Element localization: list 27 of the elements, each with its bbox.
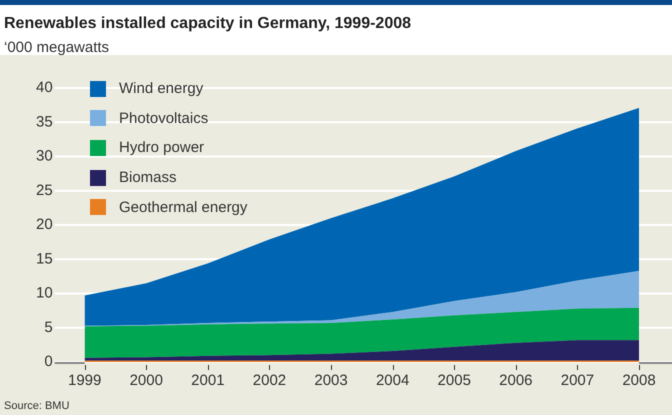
x-tick-label: 1999 (68, 372, 102, 390)
x-tick-label: 2006 (499, 372, 533, 390)
legend-label: Biomass (119, 169, 177, 186)
x-tick-label: 2000 (130, 372, 163, 390)
y-tick-label: 35 (36, 113, 53, 130)
chart-title: Renewables installed capacity in Germany, 1999-2008 (4, 15, 412, 33)
x-tick-label: 2007 (560, 372, 594, 390)
y-tick-label: 25 (36, 182, 53, 199)
y-tick-label: 15 (36, 250, 53, 268)
y-tick-label: 5 (44, 318, 53, 336)
x-tick-label: 2004 (376, 372, 410, 390)
legend-label: Wind energy (119, 80, 204, 98)
x-tick-label: 2003 (314, 372, 348, 390)
x-tick-label: 2001 (191, 372, 225, 390)
x-tick-label: 2005 (438, 372, 471, 390)
legend-label: Photovoltaics (119, 110, 208, 127)
legend-label: Hydro power (119, 139, 204, 156)
y-tick-label: 30 (36, 148, 53, 165)
x-tick-label: 2002 (252, 372, 286, 390)
chart-subtitle: ‘000 megawatts (4, 39, 110, 56)
y-tick-label: 20 (36, 216, 53, 234)
y-tick-label: 40 (36, 79, 53, 96)
y-tick-label: 0 (44, 353, 53, 370)
source-note: Source: BMU (4, 400, 70, 412)
y-tick-label: 10 (36, 284, 53, 302)
legend-label: Geothermal energy (119, 198, 248, 216)
x-tick-label: 2008 (622, 372, 656, 390)
